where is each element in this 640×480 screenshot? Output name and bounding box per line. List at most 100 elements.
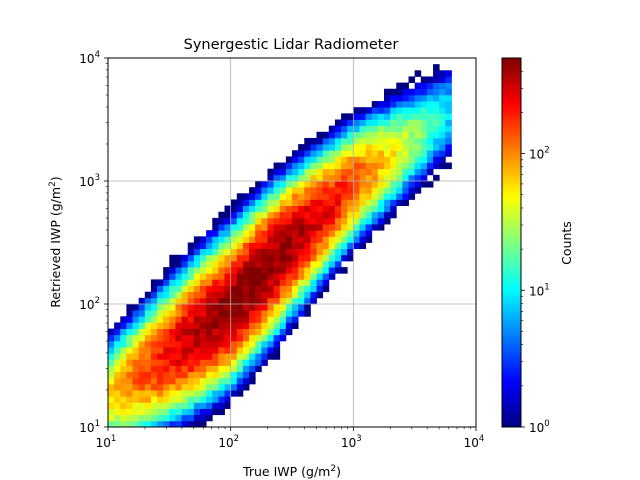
heatmap-cell [187,285,195,293]
heatmap-cell [384,107,391,114]
heatmap-cell [157,334,164,342]
heatmap-cell [206,396,213,403]
heatmap-cell [218,359,225,366]
heatmap-cell [445,107,452,114]
heatmap-cell [328,260,336,268]
colorbar-segment [502,337,521,342]
heatmap-cell [298,187,305,194]
heatmap-cell [255,230,262,237]
heatmap-cell [236,242,244,250]
heatmap-cell [353,199,360,206]
heatmap-cell [384,174,391,182]
heatmap-cell [433,76,440,83]
heatmap-cell [132,371,140,379]
heatmap-cell [396,144,403,151]
heatmap-cell [445,125,452,133]
heatmap-cell [163,390,170,397]
heatmap-cell [206,285,213,293]
heatmap-cell [163,365,170,373]
heatmap-cell [279,260,287,268]
heatmap-cell [126,383,133,391]
heatmap-cell [261,328,268,336]
heatmap-cell [328,168,336,176]
heatmap-cell [224,390,232,397]
heatmap-cell [187,420,195,428]
heatmap-cell [261,199,268,206]
heatmap-cell [408,181,416,188]
colorbar-segment [502,371,521,376]
heatmap-cell [347,242,354,250]
heatmap-cell [218,304,225,311]
heatmap-cell [365,193,373,200]
heatmap-cell [414,94,422,102]
heatmap-cell [187,322,195,329]
colorbar-segment [502,264,521,268]
heatmap-cell [138,402,146,409]
heatmap-cell [224,347,232,354]
heatmap-cell [439,144,446,151]
heatmap-cell [353,205,360,213]
heatmap-cell [181,322,189,329]
colorbar-segment [502,202,521,207]
heatmap-cell [310,187,317,194]
heatmap-cell [230,316,238,323]
heatmap-cell [298,199,305,206]
y-axis-label-base: Retrieved IWP (g/m [48,187,63,308]
heatmap-cell [193,377,201,385]
heatmap-cell [218,377,225,385]
heatmap-cell [212,334,219,342]
colorbar-segment [502,205,521,210]
heatmap-cell [341,230,348,237]
heatmap-cell [206,279,213,286]
heatmap-cell [396,82,403,90]
heatmap-cell [236,383,244,391]
heatmap-cell [230,267,238,274]
heatmap-cell [285,199,293,206]
heatmap-cell [126,414,133,422]
heatmap-cell [187,396,195,403]
heatmap-cell [261,236,268,243]
heatmap-cell [181,297,189,305]
heatmap-cell [163,316,170,323]
heatmap-cell [175,377,182,385]
heatmap-cell [175,304,182,311]
heatmap-cell [150,359,158,366]
heatmap-cell [304,144,311,151]
colorbar-segment [502,61,521,65]
heatmap-cell [414,174,422,182]
heatmap-cell [273,162,281,170]
heatmap-cell [396,174,403,182]
heatmap-cell [420,144,428,151]
heatmap-cell [242,365,250,373]
heatmap-cell [163,402,170,409]
heatmap-cell [175,334,182,342]
heatmap-cell [175,383,182,391]
heatmap-cell [169,279,176,286]
heatmap-cell [206,414,213,422]
heatmap-cell [298,285,305,293]
heatmap-cell [175,347,182,354]
heatmap-cell [132,334,140,342]
heatmap-cell [212,353,219,360]
heatmap-cell [193,402,201,409]
heatmap-cell [218,291,225,299]
heatmap-cell [347,150,354,157]
colorbar-segment [502,91,521,96]
heatmap-cell [402,156,409,163]
heatmap-cell [120,383,127,391]
heatmap-cell [304,242,311,250]
heatmap-cell [267,334,274,342]
heatmap-cell [426,181,434,188]
heatmap-cell [371,205,379,213]
heatmap-cell [138,340,146,348]
heatmap-cell [426,168,434,176]
heatmap-cell [359,211,366,219]
heatmap-cell [292,224,299,231]
heatmap-cell [396,125,403,133]
heatmap-cell [390,94,397,102]
heatmap-cell [322,137,330,145]
heatmap-cell [279,291,287,299]
heatmap-cell [230,371,238,379]
heatmap-cell [126,310,133,317]
